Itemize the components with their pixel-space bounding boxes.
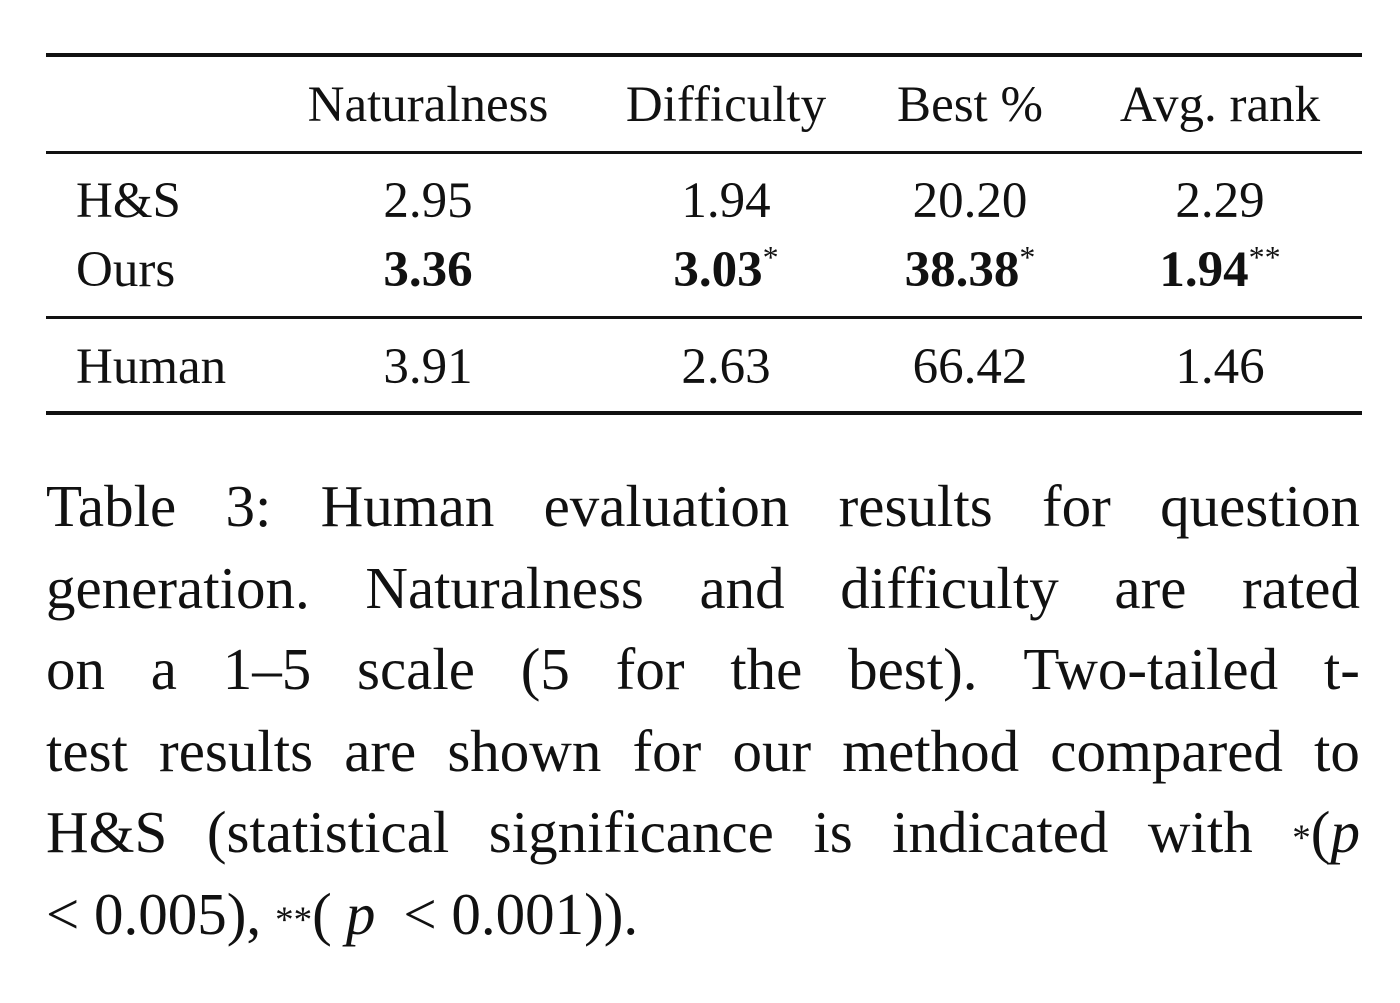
caption-word: with [1147, 799, 1253, 865]
header-best-pct: Best % [897, 77, 1043, 133]
caption-word: for [615, 636, 685, 702]
significance-marker: * [1292, 818, 1311, 859]
cell-difficulty-value: 3.03 [673, 242, 763, 298]
caption-word: difficulty [840, 554, 1059, 621]
caption-word: for [632, 717, 702, 784]
caption-line: < 0.005), **(p < 0.001)). [46, 874, 1360, 956]
caption-text: **(p [275, 874, 389, 956]
cell-best-pct-value: 38.38 [904, 242, 1020, 298]
cell-best-pct: 20.20 [912, 173, 1028, 229]
caption-word: Naturalness [365, 554, 644, 621]
caption-paren: ( [312, 880, 332, 947]
row-method-human: Human [76, 339, 227, 395]
caption-word: for [1041, 473, 1111, 539]
caption-p-symbol: p [345, 880, 376, 947]
cell-best-pct: 38.38* [904, 241, 1036, 298]
table-mid-rule [46, 316, 1362, 319]
cell-difficulty: 1.94 [681, 173, 771, 229]
caption-word: 3: [225, 473, 272, 539]
caption-word: generation. [46, 554, 310, 621]
caption-word: shown [447, 717, 602, 784]
header-difficulty: Difficulty [625, 77, 827, 133]
caption-word: question [1160, 473, 1360, 539]
caption-word: and [699, 554, 785, 621]
caption-word: indicated [892, 799, 1109, 865]
caption-word: on [46, 636, 105, 702]
caption-p-symbol: p [1330, 799, 1360, 865]
cell-naturalness: 2.95 [383, 173, 473, 229]
significance-marker: * [1019, 239, 1036, 275]
row-method-ours: Ours [76, 242, 176, 298]
caption-word: scale [357, 636, 475, 702]
caption-word: test [46, 717, 128, 784]
caption-word: our [732, 717, 812, 784]
table-header-rule [46, 151, 1362, 154]
caption-word: the [730, 636, 803, 702]
caption-word: best). [848, 636, 978, 702]
cell-avg-rank: 1.94** [1159, 241, 1280, 298]
table-top-rule [46, 53, 1362, 57]
significance-marker: ** [1248, 239, 1281, 275]
significance-marker: ** [275, 899, 313, 941]
significance-marker: * [762, 239, 779, 275]
caption-word: H&S [46, 799, 168, 865]
header-naturalness: Naturalness [307, 77, 549, 133]
caption-word: evaluation [543, 473, 790, 539]
cell-difficulty: 2.63 [681, 339, 771, 395]
caption-word: are [344, 717, 417, 784]
cell-difficulty: 3.03* [673, 241, 778, 298]
caption-word: compared [1050, 717, 1283, 784]
caption-word: rated [1242, 554, 1360, 621]
caption-text: < 0.005), [46, 880, 262, 947]
caption-word: Human [320, 473, 495, 539]
caption-text: < 0.001)). [403, 880, 639, 947]
cell-best-pct: 66.42 [912, 339, 1028, 395]
caption-line: test results are shown for our method compared t… [46, 711, 1360, 793]
row-method-hs: H&S [76, 173, 181, 229]
caption-word: method [842, 717, 1020, 784]
caption-word: are [1114, 554, 1187, 621]
caption-line: Table 3: Human evaluation results for question [46, 466, 1360, 548]
cell-naturalness: 3.91 [383, 339, 473, 395]
cell-avg-rank-value: 1.94 [1159, 242, 1249, 298]
caption-line: on a 1–5 scale (5 for the best). Two-tailed t- [46, 629, 1360, 711]
caption-paren: ( [1310, 799, 1331, 865]
caption-word: results [159, 717, 314, 784]
caption-word: Table [46, 473, 177, 539]
caption-word: results [838, 473, 993, 539]
cell-naturalness: 3.36 [383, 242, 473, 298]
caption-word: 1–5 [222, 636, 312, 702]
caption-word: (5 [520, 636, 570, 702]
table-bottom-rule [46, 411, 1362, 415]
table-caption: Table 3: Human evaluation results for question… [46, 466, 1360, 955]
caption-word: *(p [1292, 792, 1360, 874]
caption-word: t- [1323, 636, 1360, 702]
cell-avg-rank: 1.46 [1175, 339, 1265, 395]
header-avg-rank: Avg. rank [1119, 77, 1321, 133]
cell-avg-rank: 2.29 [1175, 173, 1265, 229]
caption-word: (statistical [206, 799, 450, 865]
caption-line: H&S (statistical significance is indicated wi… [46, 792, 1360, 874]
caption-word: is [813, 799, 853, 865]
caption-word: significance [488, 799, 774, 865]
caption-word: a [150, 636, 177, 702]
caption-word: Two-tailed [1023, 636, 1279, 702]
caption-line: generation. Naturalness and difficulty are ra… [46, 548, 1360, 630]
caption-word: to [1314, 717, 1360, 784]
